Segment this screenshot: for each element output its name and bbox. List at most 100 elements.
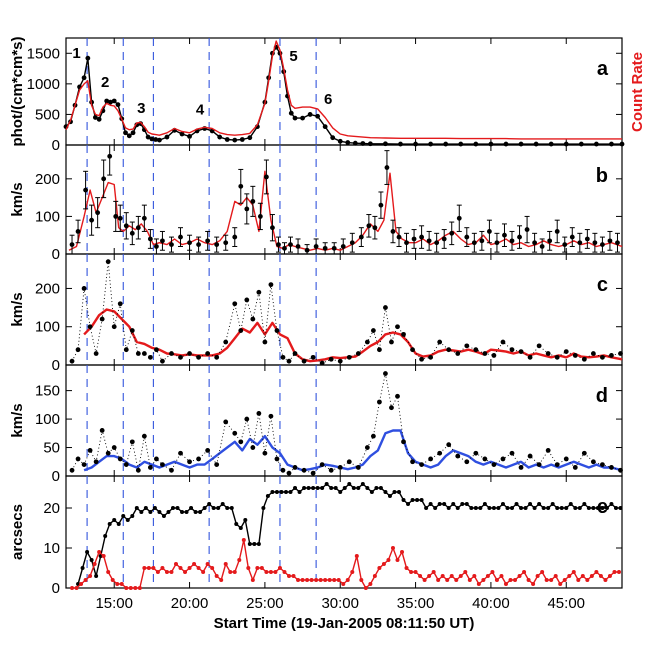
data-point: [119, 582, 124, 586]
data-point: [196, 566, 201, 570]
panel-e-frame: [65, 475, 623, 589]
data-point: [392, 490, 397, 494]
data-point: [389, 405, 394, 411]
count-rate-label: Count Rate: [629, 52, 646, 132]
data-point: [117, 456, 123, 462]
data-point: [618, 351, 623, 356]
data-point: [189, 506, 194, 510]
data-point: [141, 215, 147, 221]
data-point: [532, 506, 537, 510]
data-point: [562, 578, 567, 582]
data-point: [250, 445, 256, 450]
data-point: [198, 510, 203, 514]
data-point: [139, 510, 144, 514]
data-point: [591, 506, 596, 510]
data-point: [307, 112, 313, 117]
data-point: [111, 98, 117, 104]
data-point: [410, 347, 415, 353]
data-point: [104, 98, 110, 104]
data-point: [129, 328, 135, 333]
data-point: [370, 328, 376, 333]
data-point: [95, 210, 101, 216]
data-point: [352, 140, 358, 146]
data-point: [87, 324, 93, 330]
data-point: [196, 456, 201, 462]
peak-label-2: 2: [101, 74, 109, 91]
data-point: [123, 462, 129, 468]
data-point: [580, 574, 585, 578]
data-point: [594, 570, 599, 574]
panel-a-series-Count Rate-line: [65, 40, 622, 140]
data-point: [572, 353, 578, 358]
data-point: [183, 570, 188, 574]
data-point: [586, 506, 591, 510]
data-point: [441, 236, 447, 242]
data-point: [223, 240, 229, 246]
data-point: [485, 574, 490, 578]
data-point: [143, 506, 148, 510]
data-point: [598, 574, 603, 578]
data-point: [234, 522, 239, 526]
y-tick-label: 150: [35, 383, 60, 400]
data-point: [178, 566, 183, 570]
data-point: [547, 238, 553, 244]
y-tick-label: 1000: [27, 76, 60, 93]
data-point: [582, 502, 587, 506]
data-point: [128, 586, 133, 590]
data-point: [224, 137, 230, 142]
data-point: [301, 467, 307, 473]
data-point: [558, 582, 563, 586]
data-point: [135, 351, 141, 356]
data-point: [101, 176, 107, 182]
data-point: [262, 450, 268, 456]
data-point: [455, 351, 461, 356]
data-point: [595, 506, 600, 510]
data-point: [578, 141, 584, 147]
data-point: [378, 486, 383, 490]
data-point: [111, 324, 117, 330]
data-point: [247, 135, 253, 141]
data-point: [157, 137, 162, 143]
data-point: [464, 459, 470, 465]
data-point: [389, 339, 394, 345]
data-point: [568, 502, 573, 506]
data-point: [319, 360, 325, 366]
data-point: [390, 546, 395, 550]
data-point: [428, 456, 434, 462]
data-point: [79, 582, 84, 586]
data-point: [554, 354, 560, 360]
data-point: [395, 558, 400, 562]
data-point: [609, 141, 614, 147]
data-point: [522, 570, 527, 574]
data-point: [205, 447, 211, 453]
data-point: [523, 506, 528, 510]
data-point: [331, 245, 337, 251]
data-point: [336, 578, 341, 582]
x-tick-label: 45:00: [547, 595, 585, 612]
data-point: [178, 234, 183, 240]
x-tick-label: 40:00: [472, 595, 510, 612]
x-axis-label: Start Time (19-Jan-2005 08:11:50 UT): [214, 615, 475, 632]
data-point: [92, 115, 98, 120]
data-point: [216, 506, 221, 510]
data-point: [532, 240, 538, 246]
data-point: [383, 371, 388, 376]
data-point: [434, 240, 440, 246]
data-point: [141, 433, 147, 439]
data-point: [476, 582, 481, 586]
data-point: [589, 574, 594, 578]
data-point: [232, 430, 238, 436]
data-point: [340, 244, 346, 249]
data-point: [500, 502, 505, 506]
data-point: [482, 502, 487, 506]
data-point: [536, 462, 542, 468]
data-point: [250, 198, 256, 204]
data-point: [419, 462, 424, 468]
data-point: [187, 351, 192, 356]
data-point: [85, 55, 91, 61]
data-point: [505, 506, 510, 510]
peak-label-1: 1: [72, 45, 80, 62]
panel-d-series-speed-line: [83, 429, 623, 472]
data-point: [173, 562, 178, 566]
data-point: [600, 354, 605, 360]
